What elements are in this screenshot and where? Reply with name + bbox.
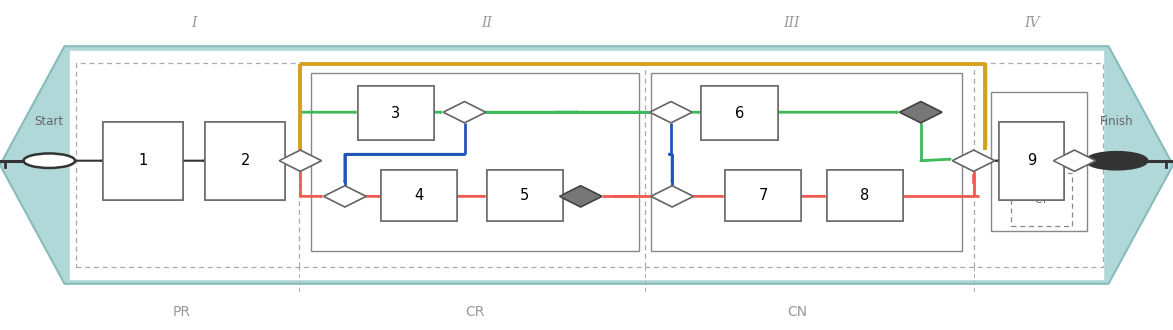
Polygon shape bbox=[324, 186, 366, 207]
Text: 9: 9 bbox=[1028, 153, 1036, 168]
Text: 2: 2 bbox=[240, 153, 250, 168]
Polygon shape bbox=[650, 102, 692, 123]
Text: 6: 6 bbox=[735, 106, 744, 120]
Polygon shape bbox=[279, 150, 321, 171]
Bar bbox=[651, 73, 962, 251]
Bar bbox=[205, 122, 285, 200]
Polygon shape bbox=[279, 150, 321, 171]
Text: CR: CR bbox=[466, 305, 484, 319]
Text: CT: CT bbox=[1035, 195, 1049, 205]
Text: Start: Start bbox=[35, 115, 63, 128]
Bar bbox=[381, 170, 457, 221]
Text: I: I bbox=[191, 16, 196, 30]
Bar bbox=[827, 170, 903, 221]
Bar bbox=[103, 122, 183, 200]
Text: 6: 6 bbox=[735, 106, 744, 120]
Polygon shape bbox=[443, 102, 486, 123]
Text: 3: 3 bbox=[392, 106, 400, 120]
Polygon shape bbox=[650, 102, 692, 123]
Polygon shape bbox=[324, 186, 366, 207]
Polygon shape bbox=[952, 150, 995, 171]
Bar bbox=[701, 86, 778, 140]
Text: 1: 1 bbox=[138, 153, 148, 168]
Polygon shape bbox=[952, 150, 995, 171]
Bar bbox=[358, 86, 434, 140]
Text: II: II bbox=[481, 16, 493, 30]
Text: CN: CN bbox=[787, 305, 808, 319]
Bar bbox=[487, 170, 563, 221]
Polygon shape bbox=[900, 102, 942, 123]
Bar bbox=[701, 86, 778, 140]
Bar bbox=[991, 92, 1087, 231]
Text: III: III bbox=[784, 16, 800, 30]
Bar bbox=[999, 122, 1064, 200]
Polygon shape bbox=[0, 46, 1173, 284]
Bar bbox=[725, 170, 801, 221]
Polygon shape bbox=[70, 51, 1103, 279]
Circle shape bbox=[23, 153, 75, 168]
Text: 4: 4 bbox=[415, 188, 423, 203]
Polygon shape bbox=[651, 186, 693, 207]
Circle shape bbox=[1086, 152, 1147, 169]
Text: 7: 7 bbox=[759, 188, 767, 203]
Text: Finish: Finish bbox=[1100, 115, 1133, 128]
Bar bbox=[999, 122, 1064, 200]
Text: 2: 2 bbox=[240, 153, 250, 168]
Bar bbox=[205, 122, 285, 200]
Text: 8: 8 bbox=[861, 188, 869, 203]
Text: IV: IV bbox=[1024, 16, 1040, 30]
Text: 7: 7 bbox=[759, 188, 767, 203]
Bar bbox=[725, 170, 801, 221]
Text: 9: 9 bbox=[1028, 153, 1036, 168]
Text: 1: 1 bbox=[138, 153, 148, 168]
Bar bbox=[358, 86, 434, 140]
Bar bbox=[311, 73, 639, 251]
Polygon shape bbox=[1053, 150, 1096, 171]
Text: 8: 8 bbox=[861, 188, 869, 203]
Polygon shape bbox=[560, 186, 602, 207]
Polygon shape bbox=[651, 186, 693, 207]
Bar bbox=[487, 170, 563, 221]
Bar bbox=[1011, 173, 1072, 226]
Polygon shape bbox=[1053, 150, 1096, 171]
Bar bbox=[103, 122, 183, 200]
Text: 3: 3 bbox=[392, 106, 400, 120]
Bar bbox=[76, 63, 1103, 267]
Polygon shape bbox=[443, 102, 486, 123]
Text: PR: PR bbox=[172, 305, 191, 319]
Text: 5: 5 bbox=[521, 188, 529, 203]
Bar bbox=[381, 170, 457, 221]
Bar bbox=[827, 170, 903, 221]
Text: 4: 4 bbox=[415, 188, 423, 203]
Text: 5: 5 bbox=[521, 188, 529, 203]
Polygon shape bbox=[900, 102, 942, 123]
Polygon shape bbox=[560, 186, 602, 207]
